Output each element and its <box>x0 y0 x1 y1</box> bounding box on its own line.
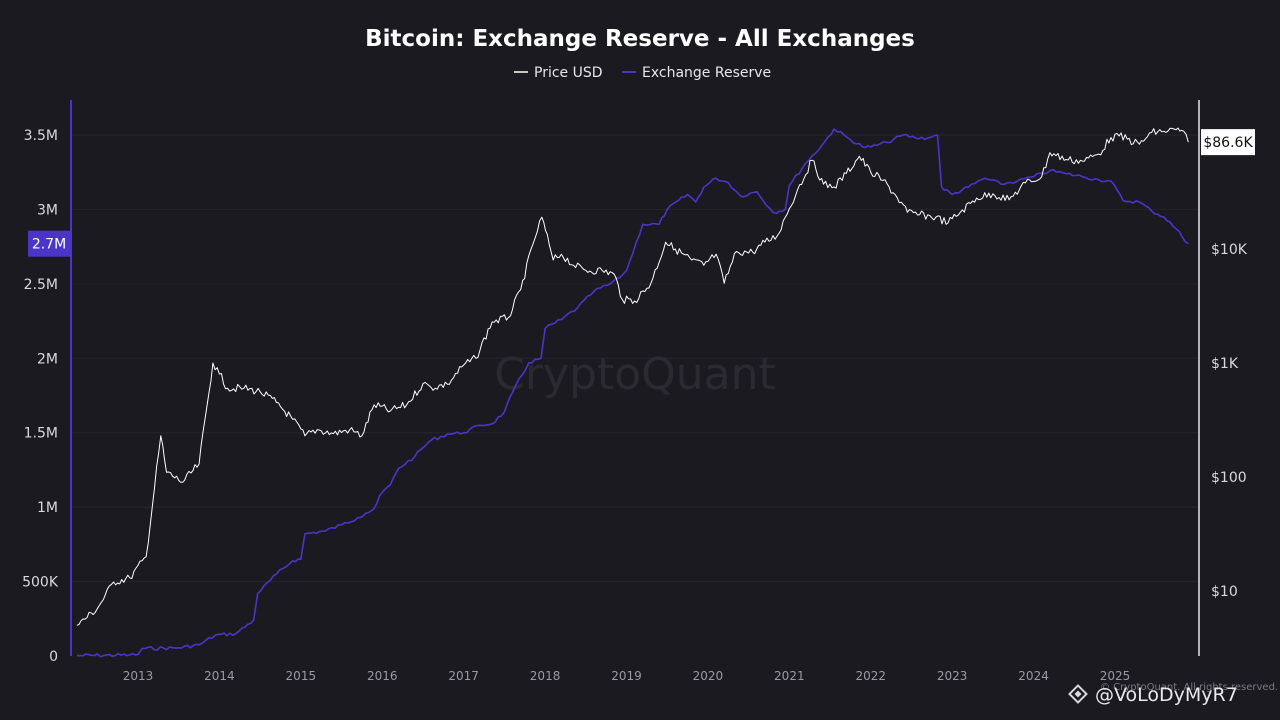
author-credit: © CryptoQuant. All rights reserved. @VoL… <box>1068 682 1278 706</box>
left-tick-label: 1.5M <box>24 426 58 442</box>
gridlines <box>72 134 1198 583</box>
current-price-badge: $86.6K <box>1201 129 1255 156</box>
left-tick-label: 0 <box>49 649 58 665</box>
x-tick-label: 2020 <box>693 669 724 683</box>
right-tick-label: $100 <box>1211 470 1247 486</box>
x-tick-label: 2017 <box>448 669 479 683</box>
legend-label-reserve[interactable]: Exchange Reserve <box>642 65 771 81</box>
current-reserve-badge: 2.7M <box>28 230 71 257</box>
series-price-usd <box>76 127 1189 626</box>
left-tick-label: 1M <box>37 500 58 516</box>
left-tick-label: 3.5M <box>24 128 58 144</box>
left-tick-label: 2M <box>37 351 58 367</box>
series-exchange-reserve <box>76 128 1189 658</box>
x-tick-label: 2019 <box>611 669 642 683</box>
chart-title: Bitcoin: Exchange Reserve - All Exchange… <box>365 26 915 52</box>
right-tick-label: $1K <box>1211 356 1239 372</box>
diamond-logo-icon <box>1068 684 1088 704</box>
x-tick-label: 2014 <box>204 669 235 683</box>
left-tick-label: 3M <box>37 202 58 218</box>
left-tick-label: 500K <box>22 575 59 591</box>
x-tick-label: 2023 <box>937 669 968 683</box>
copyright-watermark: © CryptoQuant. All rights reserved. <box>1100 682 1278 693</box>
author-handle: @VoLoDyMyR7 <box>1095 684 1238 706</box>
x-tick-label: 2025 <box>1100 669 1131 683</box>
left-tick-label: 2.5M <box>24 277 58 293</box>
legend: Price USD Exchange Reserve <box>514 65 771 81</box>
right-tick-label: $10K <box>1211 242 1248 258</box>
x-tick-label: 2024 <box>1018 669 1049 683</box>
legend-label-price[interactable]: Price USD <box>534 65 603 81</box>
left-axis-ticks: 0 500K 1M 1.5M 2M 2.5M 3M 3.5M <box>22 128 59 665</box>
x-tick-label: 2013 <box>123 669 154 683</box>
x-tick-label: 2015 <box>286 669 317 683</box>
right-tick-label: $10 <box>1211 584 1238 600</box>
x-axis-ticks: 2013 2014 2015 2016 2017 2018 2019 2020 2021 2022… <box>123 669 1131 683</box>
x-tick-label: 2018 <box>530 669 561 683</box>
x-tick-label: 2022 <box>855 669 886 683</box>
current-reserve-label: 2.7M <box>32 237 66 253</box>
right-axis-ticks: $10 $100 $1K $10K <box>1211 242 1248 600</box>
watermark-logo: CryptoQuant <box>494 349 776 400</box>
x-tick-label: 2016 <box>367 669 398 683</box>
current-reserve-badge-bg <box>28 230 71 257</box>
current-price-label: $86.6K <box>1203 135 1253 151</box>
current-price-badge-bg <box>1201 129 1255 156</box>
x-tick-label: 2021 <box>774 669 805 683</box>
